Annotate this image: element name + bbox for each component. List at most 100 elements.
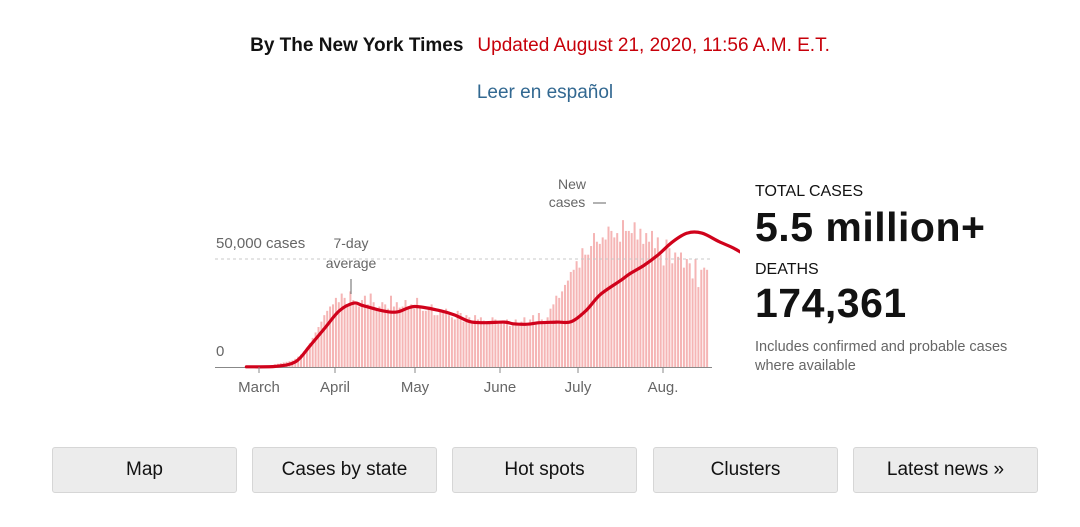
new-cases-bar	[311, 337, 314, 367]
new-cases-bar	[500, 321, 503, 367]
new-cases-bar	[653, 248, 656, 367]
new-cases-bar	[494, 319, 497, 367]
new-cases-bar	[326, 310, 329, 367]
new-cases-bar	[627, 230, 630, 367]
new-cases-bar	[433, 315, 436, 367]
new-cases-bar	[613, 237, 616, 367]
new-cases-bar	[300, 354, 303, 367]
seven-day-average-line	[244, 230, 740, 369]
new-cases-bar	[517, 325, 520, 367]
new-cases-bar	[526, 325, 529, 367]
new-cases-bar	[543, 321, 546, 367]
x-tick-label: March	[238, 379, 280, 396]
new-cases-bar	[323, 315, 326, 367]
new-cases-bar	[448, 315, 450, 367]
new-cases-bar	[610, 230, 613, 367]
new-cases-bar	[688, 263, 691, 367]
new-cases-bar	[471, 321, 474, 367]
new-cases-bar	[619, 241, 622, 367]
new-cases-bar	[520, 321, 523, 367]
new-cases-bar	[482, 320, 485, 367]
new-cases-bar	[320, 321, 323, 367]
new-cases-bar	[404, 300, 407, 367]
new-cases-bar	[424, 310, 427, 367]
new-cases-bar	[703, 267, 706, 367]
new-cases-bar	[465, 315, 468, 367]
new-cases-bar	[439, 310, 442, 367]
new-cases-bar	[514, 319, 517, 367]
new-cases-bar	[506, 319, 508, 367]
x-tick-label: July	[565, 379, 592, 396]
new-cases-bar	[305, 347, 308, 367]
new-cases-bar	[607, 226, 610, 367]
new-cases-bar	[595, 241, 598, 367]
new-cases-bar	[392, 306, 395, 367]
new-cases-bars	[245, 220, 709, 367]
byline-author: By The New York Times	[250, 35, 464, 56]
cases-note: Includes confirmed and probable cases wh…	[755, 339, 1008, 374]
new-cases-bar	[416, 297, 419, 367]
byline: By The New York Times Updated August 21, …	[0, 34, 1080, 58]
new-cases-bar	[413, 308, 416, 367]
new-cases-bar	[372, 302, 375, 367]
new-cases-bar	[535, 323, 537, 367]
new-cases-bar	[668, 248, 671, 367]
new-cases-bar	[622, 220, 624, 367]
new-cases-bar	[575, 261, 578, 367]
spanish-language-link[interactable]: Leer en español	[476, 82, 614, 103]
new-cases-bar	[366, 304, 369, 367]
new-cases-bar	[700, 269, 703, 367]
new-cases-bar	[648, 241, 651, 367]
new-cases-bar	[601, 237, 604, 367]
new-cases-bar	[537, 313, 540, 367]
new-cases-bar	[334, 297, 337, 367]
new-cases-bar	[459, 313, 462, 367]
new-cases-bar	[682, 267, 685, 367]
new-cases-bar	[508, 325, 511, 367]
cases-by-state-button[interactable]: Cases by state	[252, 447, 437, 493]
new-cases-bar	[329, 306, 332, 367]
total-cases-label: TOTAL CASES	[755, 183, 864, 200]
new-cases-bar	[375, 308, 378, 367]
new-cases-bar	[633, 222, 636, 367]
new-cases-bar	[564, 284, 566, 367]
new-cases-bar	[561, 291, 564, 367]
new-cases-bar	[488, 321, 491, 367]
new-cases-bar	[546, 317, 549, 367]
clusters-button[interactable]: Clusters	[653, 447, 838, 493]
average-annotation: average	[326, 255, 377, 271]
new-cases-annotation: cases	[549, 194, 586, 210]
new-cases-bar	[616, 233, 619, 367]
new-cases-bar	[407, 306, 410, 367]
new-cases-bar	[349, 291, 352, 367]
new-cases-bar	[430, 304, 433, 367]
new-cases-bar	[659, 254, 662, 367]
new-cases-bar	[410, 304, 413, 367]
map-button[interactable]: Map	[52, 447, 237, 493]
latest-news-button[interactable]: Latest news »	[853, 447, 1038, 493]
new-cases-bar	[332, 304, 334, 367]
new-cases-bar	[346, 306, 349, 367]
new-cases-bar	[456, 310, 459, 367]
new-cases-bar	[340, 293, 343, 367]
new-cases-bar	[314, 332, 317, 367]
new-cases-bar	[587, 254, 590, 367]
new-cases-bar	[642, 243, 645, 367]
hot-spots-button[interactable]: Hot spots	[452, 447, 637, 493]
new-cases-bar	[352, 300, 355, 367]
stats-panel: TOTAL CASES 5.5 million+ DEATHS 174,361 …	[755, 182, 1055, 376]
new-cases-bar	[697, 287, 700, 367]
new-cases-bar	[651, 230, 653, 367]
total-cases-value: 5.5 million+	[755, 204, 986, 250]
new-cases-bar	[343, 297, 346, 367]
new-cases-bar	[453, 319, 456, 367]
new-cases-bar	[680, 252, 682, 367]
new-cases-bar	[398, 307, 401, 367]
new-cases-bar	[401, 306, 404, 367]
x-tick-label: May	[401, 379, 430, 396]
new-cases-bar	[558, 297, 561, 367]
new-cases-bar	[572, 269, 575, 367]
new-cases-bar	[529, 319, 532, 367]
new-cases-bar	[540, 319, 543, 367]
new-cases-bar	[523, 317, 526, 367]
